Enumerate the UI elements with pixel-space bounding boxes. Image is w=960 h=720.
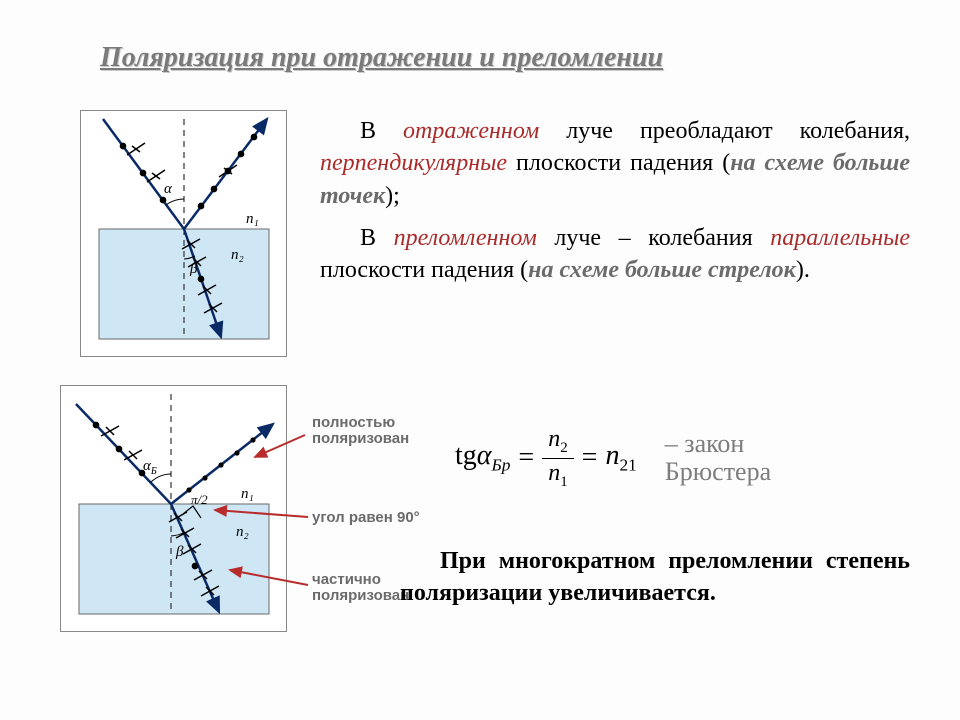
annotation-angle-90: угол равен 90°	[312, 510, 420, 526]
svg-text:n₁: n₁	[246, 211, 259, 227]
svg-text:α: α	[164, 181, 173, 197]
svg-text:n₂: n₂	[231, 247, 244, 263]
brewster-formula-row: tgαБр = n2 n1 = n21 – закон Брюстера	[455, 427, 771, 489]
brewster-law-label: – закон Брюстера	[665, 430, 771, 487]
paragraph-multiple-refraction: При многократном пре­ломлении степень по…	[400, 545, 910, 610]
paragraph-refracted: В преломленном луче – колебания параллел…	[320, 222, 910, 287]
brewster-formula: tgαБр = n2 n1 = n21	[455, 427, 637, 489]
page-title: Поляризация при отражении и преломлении	[100, 42, 663, 74]
annotation-fully-polarized: полностью поляризован	[312, 415, 409, 447]
annotation-partially-polarized: частично поляризован	[312, 572, 409, 604]
diagram-general: α β n₁ n₂	[80, 110, 287, 357]
paragraph-reflected: В отраженном луче преобладают колебания,…	[320, 115, 910, 212]
